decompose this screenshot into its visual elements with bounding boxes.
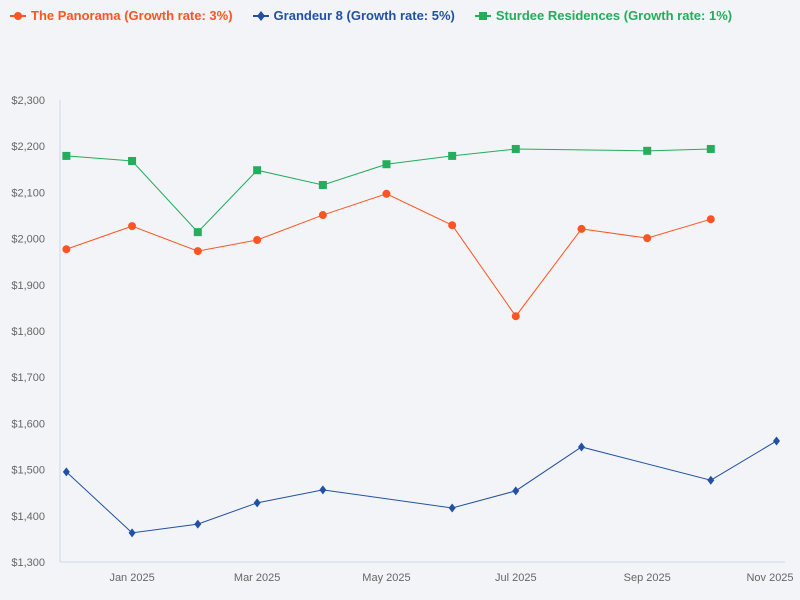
data-point xyxy=(706,215,715,224)
legend-marker-circle-icon xyxy=(10,11,26,20)
legend-marker-diamond-icon xyxy=(252,10,269,21)
data-point xyxy=(128,156,137,165)
y-tick-label: $1,700 xyxy=(11,372,45,384)
x-tick-label: Mar 2025 xyxy=(234,572,280,584)
data-point xyxy=(577,224,586,233)
x-tick-label: May 2025 xyxy=(362,572,410,584)
legend-item-grandeur[interactable]: Grandeur 8 (Growth rate: 5%) xyxy=(252,8,455,23)
x-tick-label: Jul 2025 xyxy=(495,572,537,584)
data-point xyxy=(512,486,520,496)
x-tick-label: Jan 2025 xyxy=(109,572,154,584)
data-point xyxy=(62,245,71,254)
x-tick-label: Sep 2025 xyxy=(624,572,671,584)
legend-marker-square-icon xyxy=(474,11,491,20)
y-tick-label: $1,400 xyxy=(11,511,45,523)
y-tick-label: $2,000 xyxy=(11,234,45,246)
data-point xyxy=(707,475,715,485)
y-tick-label: $1,300 xyxy=(11,557,45,569)
series-line-1 xyxy=(66,440,777,534)
data-point xyxy=(511,144,520,153)
x-tick-label: Nov 2025 xyxy=(746,572,793,584)
legend-item-sturdee[interactable]: Sturdee Residences (Growth rate: 1%) xyxy=(474,8,733,23)
data-point xyxy=(253,166,262,175)
data-point xyxy=(62,151,71,160)
data-point xyxy=(253,498,261,508)
y-tick-label: $1,800 xyxy=(11,326,45,338)
y-tick-label: $2,200 xyxy=(11,141,45,153)
data-point xyxy=(194,519,202,529)
series-line-2 xyxy=(66,148,711,233)
data-point xyxy=(448,221,457,230)
data-point xyxy=(319,485,327,495)
data-point xyxy=(643,234,652,243)
legend-label: The Panorama (Growth rate: 3%) xyxy=(31,8,233,23)
data-point xyxy=(128,222,137,231)
legend-item-panorama[interactable]: The Panorama (Growth rate: 3%) xyxy=(10,8,233,23)
data-point xyxy=(511,312,520,321)
data-point xyxy=(193,247,202,256)
data-point xyxy=(773,436,781,446)
data-point xyxy=(318,181,327,190)
data-point xyxy=(382,189,391,198)
legend: The Panorama (Growth rate: 3%) Grandeur … xyxy=(10,8,732,23)
y-tick-label: $2,300 xyxy=(11,95,45,107)
y-tick-label: $1,900 xyxy=(11,280,45,292)
data-point xyxy=(448,503,456,513)
legend-label: Sturdee Residences (Growth rate: 1%) xyxy=(495,8,733,23)
y-tick-label: $1,500 xyxy=(11,465,45,477)
y-tick-label: $2,100 xyxy=(11,187,45,199)
legend-label: Grandeur 8 (Growth rate: 5%) xyxy=(273,8,455,23)
data-point xyxy=(706,144,715,153)
data-point xyxy=(643,146,652,155)
data-point xyxy=(128,528,136,538)
data-point xyxy=(382,160,391,169)
series-line-0 xyxy=(66,193,711,318)
data-point xyxy=(577,442,585,452)
data-point xyxy=(448,151,457,160)
data-point xyxy=(253,235,262,244)
data-point xyxy=(62,467,70,477)
data-point xyxy=(193,228,202,237)
y-tick-label: $1,600 xyxy=(11,418,45,430)
data-point xyxy=(318,211,327,220)
